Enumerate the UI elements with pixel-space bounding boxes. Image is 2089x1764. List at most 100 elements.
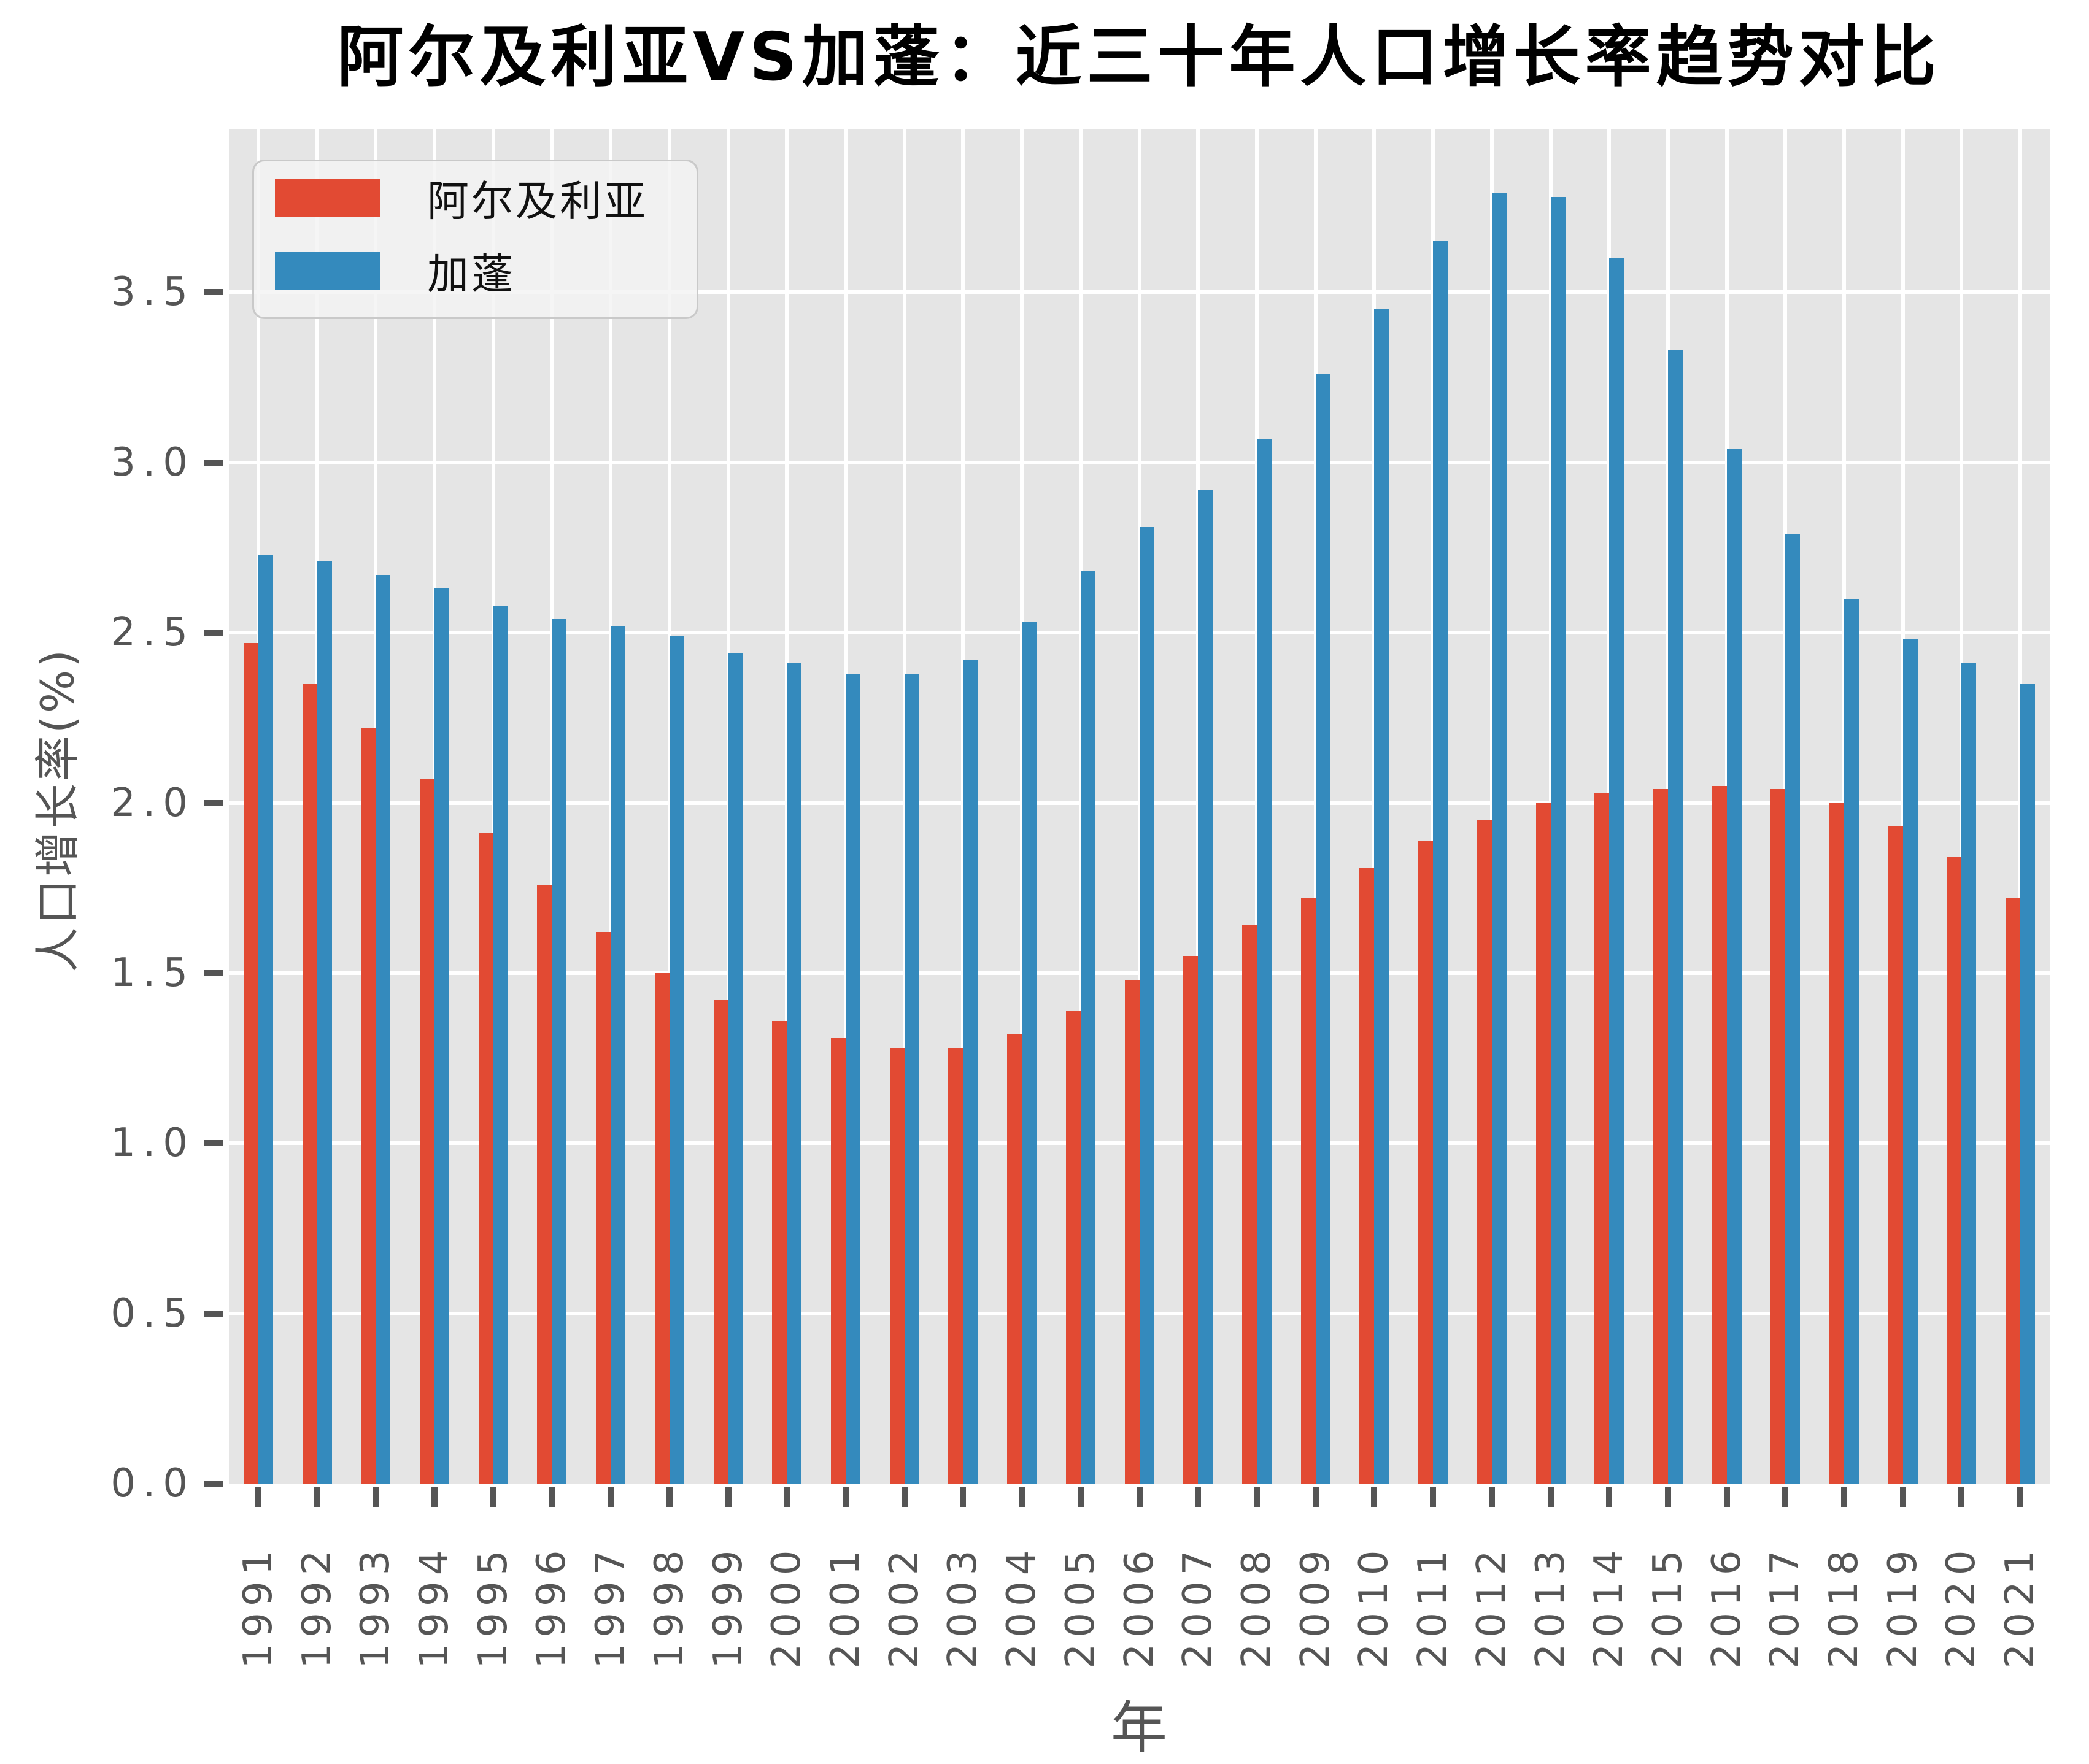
x-tick (784, 1487, 790, 1507)
gabon-bar-2003 (963, 660, 978, 1484)
x-tick-label: 2015 (1645, 1544, 1691, 1669)
legend: 阿尔及利亚 加蓬 (252, 160, 698, 319)
y-axis-label: 人口增长率(%) (31, 647, 85, 973)
plot-area (229, 129, 2050, 1484)
x-tick-label: 1991 (235, 1544, 281, 1669)
algeria-bar-2020 (1947, 857, 1962, 1484)
x-tick (1606, 1487, 1613, 1507)
x-tick-label: 2018 (1821, 1544, 1867, 1669)
gabon-bar-1995 (493, 605, 508, 1484)
x-tick-label: 2010 (1351, 1544, 1397, 1669)
algeria-bar-1999 (713, 1000, 728, 1484)
gabon-bar-2019 (1902, 639, 1918, 1484)
algeria-bar-1993 (361, 728, 376, 1484)
x-tick-label: 2014 (1586, 1544, 1632, 1669)
x-tick (2017, 1487, 2024, 1507)
legend-label-algeria: 阿尔及利亚 (427, 177, 649, 226)
algeria-bar-2019 (1888, 826, 1903, 1484)
algeria-bar-2014 (1594, 792, 1610, 1484)
y-tick-label: 1.0 (110, 1120, 195, 1166)
gabon-bar-2004 (1022, 622, 1037, 1484)
algeria-bar-1991 (243, 642, 258, 1484)
algeria-bar-2001 (831, 1038, 846, 1484)
y-tick (204, 1310, 223, 1317)
x-tick (1253, 1487, 1260, 1507)
x-tick (373, 1487, 379, 1507)
x-tick-label: 1997 (588, 1544, 634, 1669)
x-tick-label: 2005 (1057, 1544, 1103, 1669)
y-tick-label: 3.0 (110, 439, 195, 485)
gabon-bar-2011 (1433, 241, 1448, 1484)
algeria-bar-2012 (1477, 820, 1492, 1484)
y-tick-label: 3.5 (110, 269, 195, 315)
x-tick (1430, 1487, 1436, 1507)
horizontal-gridline (229, 290, 2050, 295)
x-tick (1547, 1487, 1554, 1507)
x-tick-label: 2012 (1469, 1544, 1515, 1669)
gabon-bar-2007 (1198, 490, 1213, 1484)
x-tick-label: 1996 (529, 1544, 575, 1669)
algeria-bar-2018 (1829, 803, 1844, 1484)
gabon-bar-1992 (317, 561, 332, 1484)
y-tick (204, 630, 223, 636)
gabon-bar-1991 (258, 554, 273, 1484)
gabon-bar-1994 (434, 588, 449, 1484)
y-tick-label: 0.0 (110, 1461, 195, 1506)
gabon-bar-2014 (1609, 258, 1624, 1484)
x-tick (666, 1487, 673, 1507)
x-tick (549, 1487, 555, 1507)
x-tick (1899, 1487, 1906, 1507)
gabon-bar-2006 (1139, 527, 1154, 1484)
legend-label-gabon: 加蓬 (427, 250, 516, 299)
legend-swatch-algeria (275, 179, 380, 217)
x-tick (1312, 1487, 1319, 1507)
algeria-bar-2003 (948, 1047, 963, 1484)
x-tick-label: 2017 (1763, 1544, 1809, 1669)
x-tick-label: 2013 (1527, 1544, 1574, 1669)
x-tick (1136, 1487, 1143, 1507)
gabon-bar-2012 (1491, 193, 1507, 1484)
x-tick (1958, 1487, 1965, 1507)
x-tick-label: 1994 (412, 1544, 457, 1669)
gabon-bar-2018 (1844, 598, 1859, 1484)
algeria-bar-1997 (596, 932, 611, 1484)
y-tick (204, 1481, 223, 1487)
x-tick-label: 2020 (1939, 1544, 1985, 1669)
x-tick (314, 1487, 320, 1507)
x-tick (1488, 1487, 1495, 1507)
x-tick (608, 1487, 614, 1507)
chart-title: 阿尔及利亚VS加蓬：近三十年人口增长率趋势对比 (337, 19, 1941, 96)
x-tick-label: 2011 (1410, 1544, 1456, 1669)
x-axis-label: 年 (1110, 1695, 1168, 1761)
x-tick (1195, 1487, 1202, 1507)
x-tick-label: 2007 (1175, 1544, 1221, 1669)
gabon-bar-2020 (1961, 663, 1977, 1484)
x-tick-label: 1993 (353, 1544, 399, 1669)
algeria-bar-2009 (1300, 898, 1316, 1484)
x-tick-label: 2002 (881, 1544, 927, 1669)
algeria-bar-1998 (654, 973, 670, 1484)
algeria-bar-2006 (1124, 979, 1140, 1484)
x-tick (960, 1487, 967, 1507)
gabon-bar-2015 (1667, 350, 1683, 1484)
x-tick (1019, 1487, 1025, 1507)
x-tick (1077, 1487, 1084, 1507)
y-tick (204, 289, 223, 296)
algeria-bar-1992 (302, 684, 317, 1484)
x-tick-label: 2006 (1116, 1544, 1162, 1669)
x-tick (431, 1487, 438, 1507)
x-tick-label: 2008 (1234, 1544, 1280, 1669)
x-tick (1723, 1487, 1730, 1507)
y-tick-label: 2.0 (110, 780, 195, 826)
algeria-bar-2004 (1007, 1034, 1022, 1484)
algeria-bar-1996 (537, 884, 552, 1484)
x-tick-label: 2009 (1292, 1544, 1338, 1669)
y-tick-label: 0.5 (110, 1290, 195, 1336)
gabon-bar-1997 (611, 626, 626, 1484)
legend-swatch-gabon (275, 252, 380, 290)
algeria-bar-2016 (1712, 785, 1727, 1484)
x-tick-label: 2016 (1704, 1544, 1750, 1669)
algeria-bar-2005 (1065, 1010, 1081, 1484)
x-tick (901, 1487, 908, 1507)
x-tick-label: 2021 (1998, 1544, 2044, 1669)
